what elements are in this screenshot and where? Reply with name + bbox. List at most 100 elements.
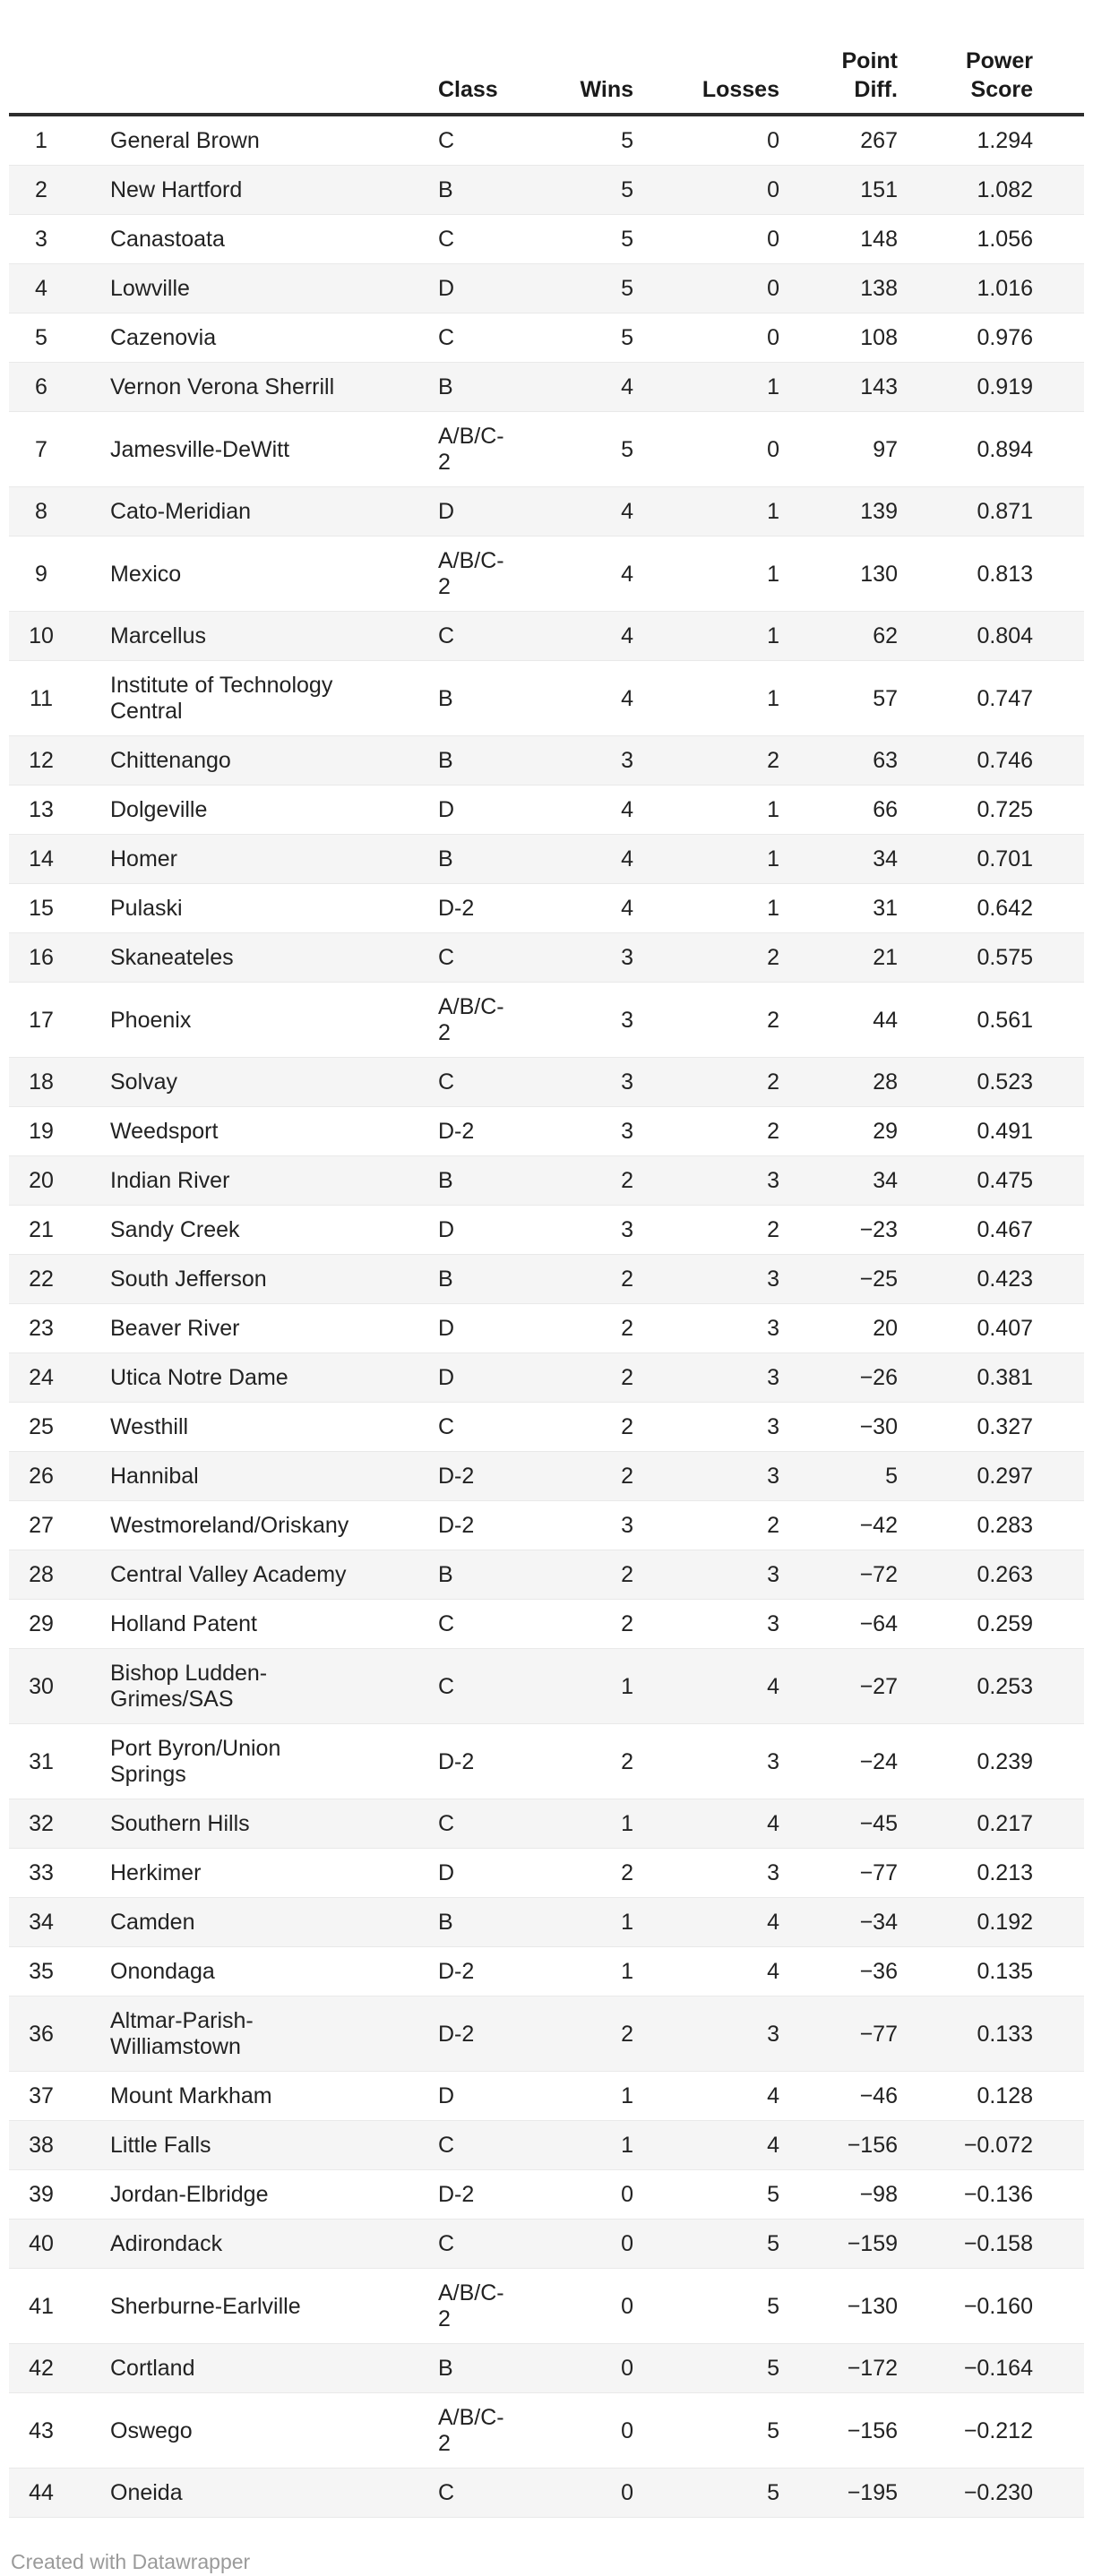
rank-cell: 14 — [9, 834, 73, 884]
team-cell: Holland Patent — [73, 1599, 401, 1649]
power-score-cell: 0.263 — [904, 1550, 1084, 1600]
rank-cell: 30 — [9, 1648, 73, 1724]
rank-cell: 8 — [9, 486, 73, 537]
wins-cell: 1 — [521, 2071, 640, 2121]
team-cell: Bishop Ludden-Grimes/SAS — [73, 1648, 401, 1724]
power-score-cell: 0.297 — [904, 1451, 1084, 1501]
table-row: 34 Camden B 1 4 −34 0.192 — [9, 1897, 1084, 1947]
table-row: 37 Mount Markham D 1 4 −46 0.128 — [9, 2071, 1084, 2121]
wins-cell: 0 — [521, 2392, 640, 2469]
team-cell: South Jefferson — [73, 1254, 401, 1304]
column-header-wins: Wins — [580, 77, 634, 102]
point-diff-cell: −46 — [786, 2071, 904, 2121]
table-row: 13 Dolgeville D 4 1 66 0.725 — [9, 785, 1084, 835]
table-row: 28 Central Valley Academy B 2 3 −72 0.263 — [9, 1550, 1084, 1600]
point-diff-cell: −42 — [786, 1500, 904, 1550]
losses-cell: 4 — [640, 1799, 786, 1849]
wins-cell: 1 — [521, 1946, 640, 1996]
point-diff-cell: 34 — [786, 1155, 904, 1206]
point-diff-cell: −98 — [786, 2169, 904, 2220]
team-cell: Sandy Creek — [73, 1205, 401, 1255]
rank-cell: 27 — [9, 1500, 73, 1550]
losses-cell: 2 — [640, 1205, 786, 1255]
rank-cell: 5 — [9, 313, 73, 363]
point-diff-cell: −72 — [786, 1550, 904, 1600]
team-cell: General Brown — [73, 115, 401, 166]
table-row: 12 Chittenango B 3 2 63 0.746 — [9, 735, 1084, 786]
class-cell: C — [401, 1799, 521, 1849]
rank-cell: 4 — [9, 263, 73, 313]
power-score-cell: 1.082 — [904, 165, 1084, 215]
wins-cell: 5 — [521, 115, 640, 166]
point-diff-cell: −64 — [786, 1599, 904, 1649]
table-row: 40 Adirondack C 0 5 −159 −0.158 — [9, 2219, 1084, 2269]
class-cell: B — [401, 1897, 521, 1947]
column-header-losses: Losses — [701, 77, 779, 102]
rank-cell: 18 — [9, 1057, 73, 1107]
wins-cell: 4 — [521, 486, 640, 537]
column-header-rank — [9, 0, 73, 115]
table-row: 24 Utica Notre Dame D 2 3 −26 0.381 — [9, 1352, 1084, 1403]
losses-cell: 4 — [640, 2120, 786, 2170]
table-row: 33 Herkimer D 2 3 −77 0.213 — [9, 1848, 1084, 1898]
table-row: 30 Bishop Ludden-Grimes/SAS C 1 4 −27 0.253 — [9, 1648, 1084, 1724]
power-score-cell: 0.423 — [904, 1254, 1084, 1304]
table-row: 29 Holland Patent C 2 3 −64 0.259 — [9, 1599, 1084, 1649]
team-cell: Oswego — [73, 2392, 401, 2469]
class-cell: D-2 — [401, 2169, 521, 2220]
rank-cell: 3 — [9, 214, 73, 264]
class-cell: C — [401, 932, 521, 983]
losses-cell: 0 — [640, 313, 786, 363]
class-cell: A/B/C-2 — [401, 2392, 521, 2469]
point-diff-cell: 63 — [786, 735, 904, 786]
power-score-cell: 0.128 — [904, 2071, 1084, 2121]
team-cell: Cazenovia — [73, 313, 401, 363]
column-header-point-diff: Point Diff. — [841, 48, 899, 102]
class-cell: B — [401, 660, 521, 736]
table-row: 22 South Jefferson B 2 3 −25 0.423 — [9, 1254, 1084, 1304]
point-diff-cell: 57 — [786, 660, 904, 736]
power-score-cell: 1.294 — [904, 115, 1084, 166]
class-cell: D — [401, 1848, 521, 1898]
wins-cell: 3 — [521, 1205, 640, 1255]
datawrapper-credit-link[interactable]: Created with Datawrapper — [11, 2550, 251, 2573]
losses-cell: 4 — [640, 2071, 786, 2121]
wins-cell: 3 — [521, 1057, 640, 1107]
class-cell: B — [401, 1155, 521, 1206]
class-cell: D-2 — [401, 883, 521, 933]
point-diff-cell: 44 — [786, 982, 904, 1058]
team-cell: Onondaga — [73, 1946, 401, 1996]
rank-cell: 33 — [9, 1848, 73, 1898]
point-diff-cell: 139 — [786, 486, 904, 537]
wins-cell: 3 — [521, 1106, 640, 1156]
table-row: 35 Onondaga D-2 1 4 −36 0.135 — [9, 1946, 1084, 1996]
rank-cell: 37 — [9, 2071, 73, 2121]
team-cell: Pulaski — [73, 883, 401, 933]
point-diff-cell: 34 — [786, 834, 904, 884]
wins-cell: 4 — [521, 611, 640, 661]
power-score-cell: 0.919 — [904, 362, 1084, 412]
point-diff-cell: 143 — [786, 362, 904, 412]
power-score-cell: 0.133 — [904, 1996, 1084, 2072]
table-row: 6 Vernon Verona Sherrill B 4 1 143 0.919 — [9, 362, 1084, 412]
table-row: 43 Oswego A/B/C-2 0 5 −156 −0.212 — [9, 2392, 1084, 2469]
class-cell: C — [401, 2120, 521, 2170]
team-cell: Institute of Technology Central — [73, 660, 401, 736]
losses-cell: 3 — [640, 1254, 786, 1304]
point-diff-cell: −30 — [786, 1402, 904, 1452]
class-cell: B — [401, 362, 521, 412]
losses-cell: 2 — [640, 1500, 786, 1550]
power-score-cell: 0.813 — [904, 536, 1084, 612]
class-cell: B — [401, 735, 521, 786]
losses-cell: 2 — [640, 735, 786, 786]
losses-cell: 3 — [640, 1352, 786, 1403]
rank-cell: 41 — [9, 2268, 73, 2344]
power-score-cell: 0.327 — [904, 1402, 1084, 1452]
losses-cell: 5 — [640, 2219, 786, 2269]
point-diff-cell: −27 — [786, 1648, 904, 1724]
losses-cell: 3 — [640, 1996, 786, 2072]
losses-cell: 0 — [640, 263, 786, 313]
team-cell: Utica Notre Dame — [73, 1352, 401, 1403]
table-row: 27 Westmoreland/Oriskany D-2 3 2 −42 0.283 — [9, 1500, 1084, 1550]
class-cell: C — [401, 115, 521, 166]
